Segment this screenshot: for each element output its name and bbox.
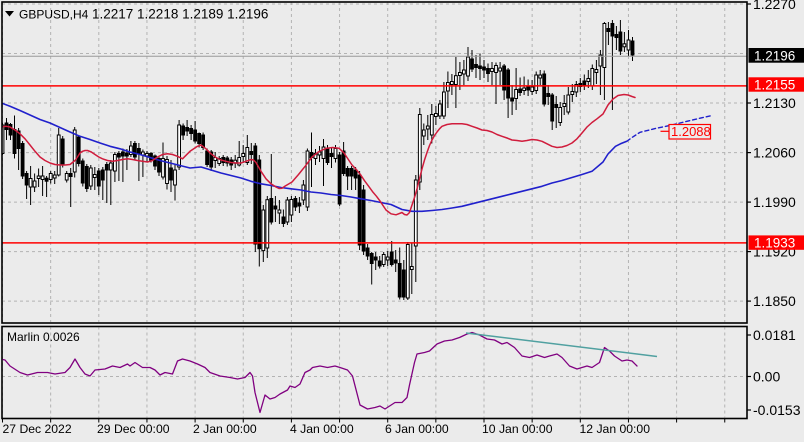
svg-text:0.0181: 0.0181 bbox=[753, 327, 796, 343]
svg-text:1.2088: 1.2088 bbox=[671, 124, 711, 139]
svg-text:1.2155: 1.2155 bbox=[754, 78, 795, 93]
svg-text:1.1850: 1.1850 bbox=[753, 293, 796, 309]
svg-text:6 Jan 00:00: 6 Jan 00:00 bbox=[385, 422, 449, 436]
svg-text:GBPUSD,H4: GBPUSD,H4 bbox=[19, 8, 89, 22]
svg-text:2 Jan 00:00: 2 Jan 00:00 bbox=[193, 422, 257, 436]
svg-text:27 Dec 2022: 27 Dec 2022 bbox=[3, 422, 72, 436]
svg-text:4 Jan 00:00: 4 Jan 00:00 bbox=[290, 422, 354, 436]
svg-text:10 Jan 00:00: 10 Jan 00:00 bbox=[482, 422, 553, 436]
svg-text:1.2060: 1.2060 bbox=[753, 144, 796, 160]
svg-text:1.1933: 1.1933 bbox=[754, 236, 795, 251]
svg-text:1.1990: 1.1990 bbox=[753, 194, 796, 210]
svg-text:1.2217 1.2218 1.2189 1.2196: 1.2217 1.2218 1.2189 1.2196 bbox=[92, 7, 268, 22]
svg-text:29 Dec 00:00: 29 Dec 00:00 bbox=[97, 422, 170, 436]
svg-text:Marlin 0.0026: Marlin 0.0026 bbox=[7, 330, 80, 344]
svg-text:1.2196: 1.2196 bbox=[754, 48, 795, 63]
svg-text:1.2270: 1.2270 bbox=[753, 0, 796, 12]
svg-text:0.00: 0.00 bbox=[753, 368, 780, 384]
svg-text:-0.0153: -0.0153 bbox=[753, 402, 801, 418]
svg-text:1.2130: 1.2130 bbox=[753, 95, 796, 111]
svg-text:12 Jan 00:00: 12 Jan 00:00 bbox=[580, 422, 651, 436]
